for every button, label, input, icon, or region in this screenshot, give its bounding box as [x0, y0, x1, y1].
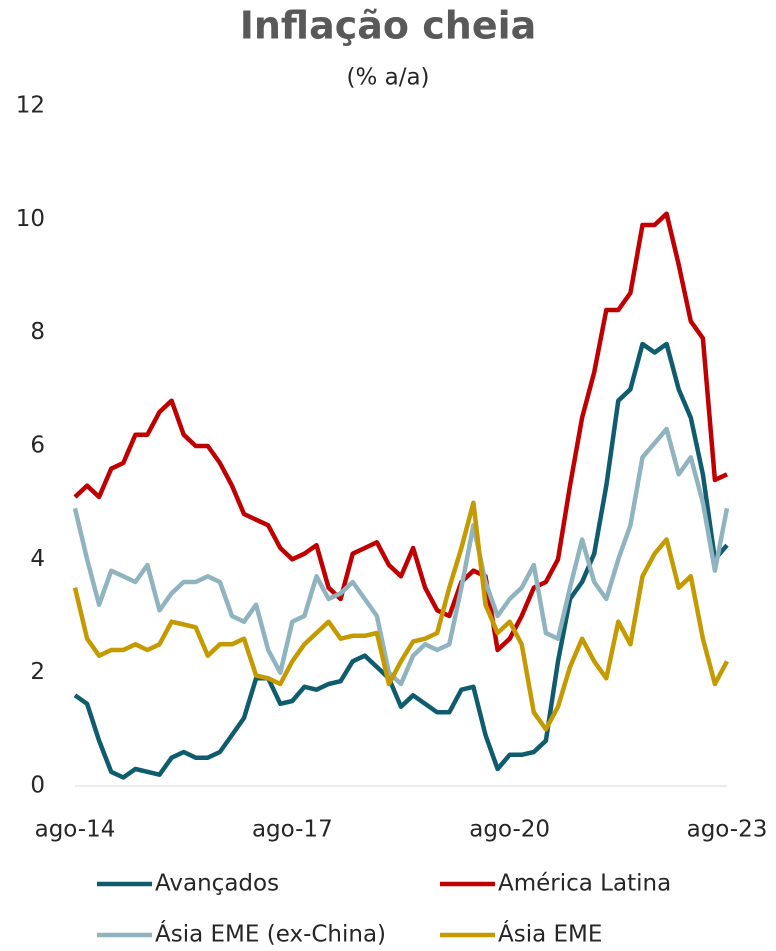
- x-tick-label: ago-20: [469, 817, 550, 843]
- legend-label: Ásia EME: [498, 920, 602, 948]
- legend-label: América Latina: [498, 871, 671, 897]
- y-tick-label: 8: [30, 319, 45, 345]
- y-tick-label: 4: [30, 546, 45, 572]
- y-tick-label: 6: [30, 433, 45, 459]
- chart-subtitle: (% a/a): [346, 65, 429, 91]
- series-line: [73, 211, 728, 653]
- y-tick-label: 2: [30, 659, 45, 685]
- y-tick-label: 0: [30, 773, 45, 799]
- x-tick-label: ago-17: [252, 817, 333, 843]
- legend-label: Avançados: [155, 871, 279, 897]
- x-tick-label: ago-23: [687, 817, 768, 843]
- series-line: [73, 341, 729, 780]
- y-tick-label: 12: [16, 93, 45, 119]
- y-tick-label: 10: [16, 206, 45, 232]
- series-line: [72, 500, 729, 732]
- legend-label: Ásia EME (ex-China): [155, 920, 386, 948]
- series-line: [72, 426, 730, 687]
- x-tick-label: ago-14: [35, 817, 116, 843]
- chart-title: Inflação cheia: [240, 4, 537, 48]
